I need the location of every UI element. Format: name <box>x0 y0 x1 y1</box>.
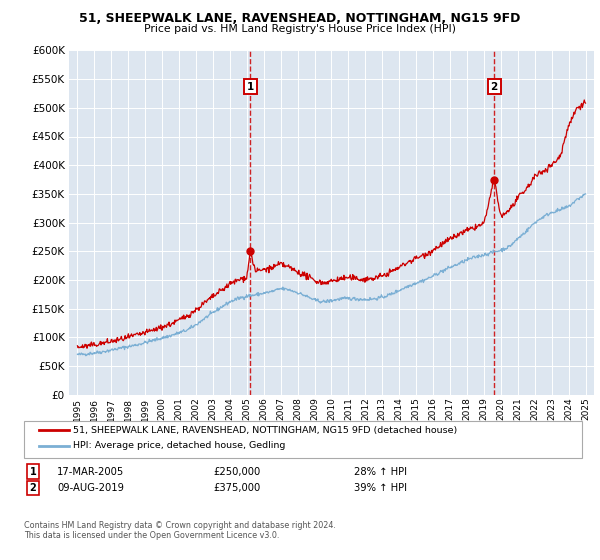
Text: 1: 1 <box>29 466 37 477</box>
Text: 2: 2 <box>29 483 37 493</box>
Text: 1: 1 <box>247 82 254 92</box>
Text: 09-AUG-2019: 09-AUG-2019 <box>57 483 124 493</box>
Text: 51, SHEEPWALK LANE, RAVENSHEAD, NOTTINGHAM, NG15 9FD: 51, SHEEPWALK LANE, RAVENSHEAD, NOTTINGH… <box>79 12 521 25</box>
Text: 2: 2 <box>491 82 498 92</box>
Text: £250,000: £250,000 <box>213 466 260 477</box>
Text: This data is licensed under the Open Government Licence v3.0.: This data is licensed under the Open Gov… <box>24 531 280 540</box>
Text: HPI: Average price, detached house, Gedling: HPI: Average price, detached house, Gedl… <box>73 441 286 450</box>
Text: 39% ↑ HPI: 39% ↑ HPI <box>354 483 407 493</box>
Text: Contains HM Land Registry data © Crown copyright and database right 2024.: Contains HM Land Registry data © Crown c… <box>24 521 336 530</box>
Text: Price paid vs. HM Land Registry's House Price Index (HPI): Price paid vs. HM Land Registry's House … <box>144 24 456 34</box>
Text: £375,000: £375,000 <box>213 483 260 493</box>
Text: 17-MAR-2005: 17-MAR-2005 <box>57 466 124 477</box>
Text: 51, SHEEPWALK LANE, RAVENSHEAD, NOTTINGHAM, NG15 9FD (detached house): 51, SHEEPWALK LANE, RAVENSHEAD, NOTTINGH… <box>73 426 457 435</box>
Text: 28% ↑ HPI: 28% ↑ HPI <box>354 466 407 477</box>
